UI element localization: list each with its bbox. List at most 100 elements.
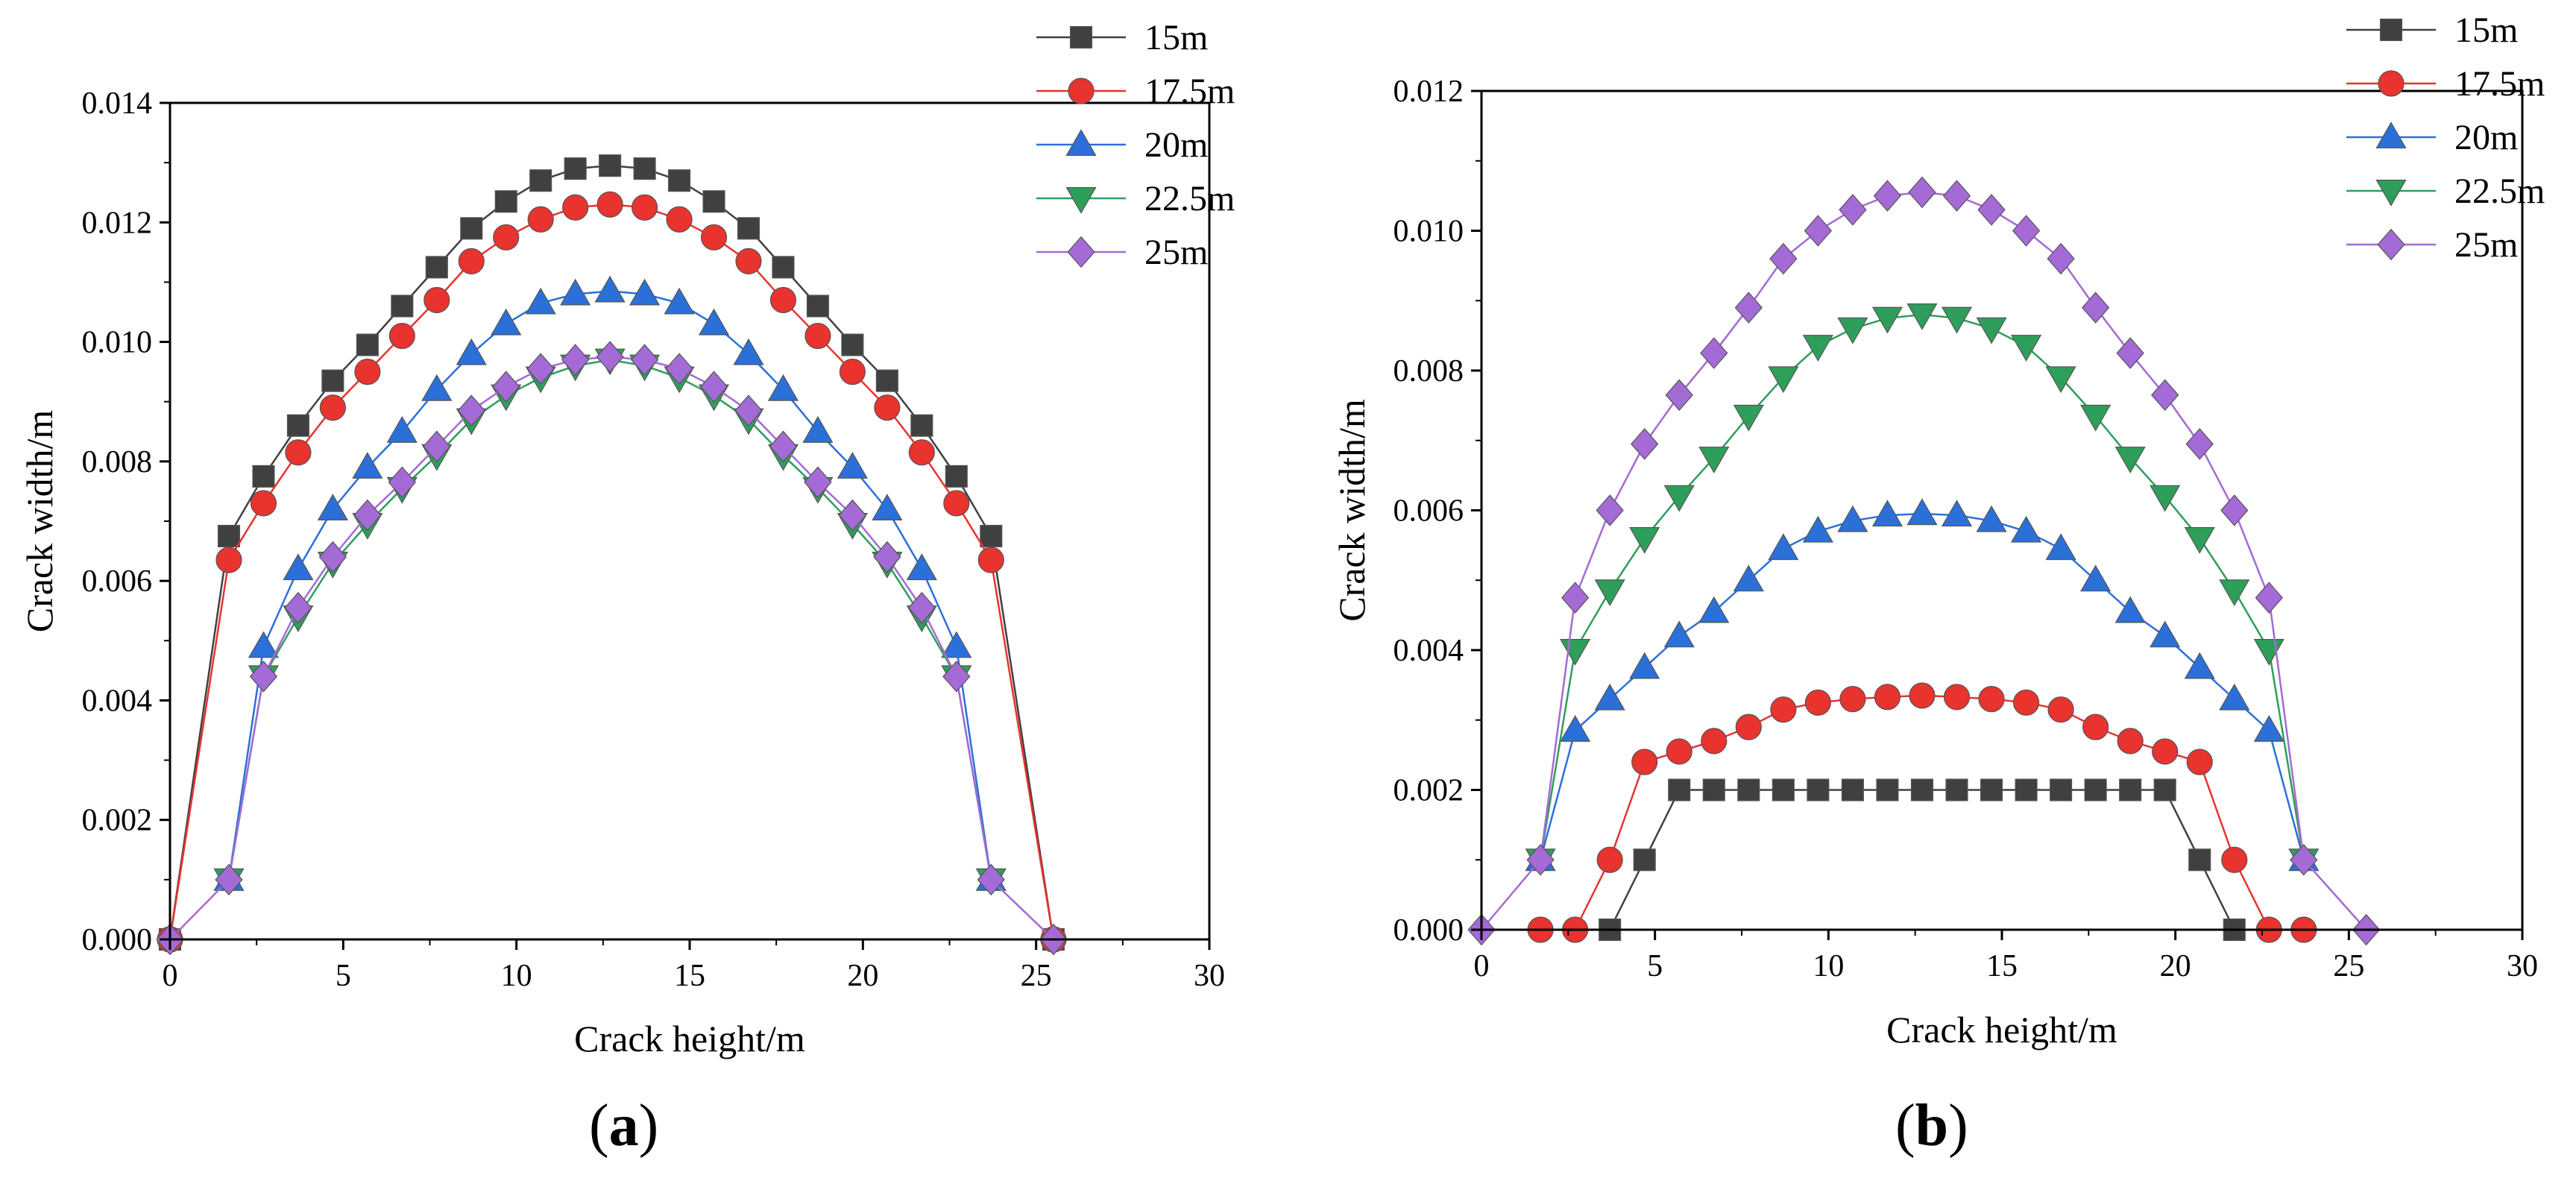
- chart-a-point-4-13: [630, 344, 659, 376]
- chart-a-point-1-16: [735, 248, 762, 274]
- chart-b-point-1-17: [2117, 728, 2144, 755]
- chart-a-point-0-1: [217, 524, 241, 548]
- chart-b-point-3-18: [2150, 485, 2181, 512]
- chart-b-point-1-13: [1978, 686, 2005, 713]
- chart-a-point-4-2: [249, 661, 278, 693]
- chart-b-point-4-22: [2255, 582, 2283, 614]
- caption-b: (b): [1895, 1093, 1968, 1159]
- chart-b-point-4-9: [1804, 215, 1833, 247]
- chart-a-point-0-5: [356, 333, 379, 356]
- chart-b-point-1-12: [1943, 684, 1971, 711]
- chart-b-point-2-2: [1594, 683, 1625, 711]
- chart-b-point-4-5: [1665, 379, 1693, 412]
- chart-b-point-0-14: [2084, 778, 2107, 801]
- chart-b-point-4-1: [1526, 843, 1555, 876]
- chart-b-point-2-6: [1733, 564, 1764, 592]
- chart-b-point-0-6: [1807, 778, 1830, 801]
- chart-a-point-0-17: [772, 256, 795, 279]
- chart-b-x-tick-label-6: 30: [2507, 949, 2538, 983]
- chart-a-x-tick-label-0: 0: [163, 959, 178, 993]
- chart-a-point-0-6: [391, 294, 414, 318]
- chart-a-point-2-17: [802, 416, 834, 443]
- chart-b-point-0-8: [1876, 778, 1899, 801]
- chart-b-point-0-1: [1633, 848, 1656, 872]
- chart-a-legend-marker-0: [1069, 25, 1093, 49]
- chart-b-point-2-3: [1629, 652, 1660, 679]
- chart-a-point-0-23: [980, 524, 1003, 548]
- chart-a-legend-label-1: 17.5m: [1144, 72, 1235, 111]
- chart-a-point-4-21: [907, 591, 936, 624]
- chart-a-point-0-7: [425, 256, 448, 279]
- chart-a-x-tick-label-3: 15: [674, 959, 705, 993]
- chart-a-point-4-14: [665, 353, 693, 385]
- chart-b-point-2-16: [2080, 564, 2111, 592]
- chart-a-point-1-3: [285, 439, 312, 466]
- chart-b-point-4-15: [2012, 215, 2041, 247]
- chart-a-point-4-11: [561, 344, 590, 376]
- chart-a-point-1-21: [908, 439, 935, 466]
- chart-b-point-3-5: [1698, 447, 1730, 473]
- chart-b-point-1-10: [1874, 684, 1901, 711]
- chart-a-x-tick-label-2: 10: [501, 959, 532, 993]
- chart-a-point-1-4: [319, 394, 346, 421]
- chart-b-legend-label-3: 22.5m: [2454, 171, 2545, 211]
- chart-b-point-2-13: [1976, 505, 2007, 532]
- chart-a-point-2-15: [733, 338, 764, 365]
- chart-a-point-1-22: [943, 490, 970, 517]
- chart-b-point-2-7: [1768, 533, 1799, 561]
- chart-b-point-2-4: [1663, 620, 1695, 648]
- chart-a-point-2-5: [386, 416, 418, 443]
- chart-a-point-1-7: [423, 286, 450, 314]
- chart-b-point-2-19: [2184, 652, 2215, 679]
- chart-b-point-1-5: [1701, 728, 1728, 755]
- chart-a-series-line-3: [227, 359, 992, 881]
- chart-b-legend-marker-2: [2375, 122, 2407, 149]
- chart-b-point-1-15: [2047, 696, 2074, 723]
- chart-b-legend-marker-4: [2377, 228, 2405, 261]
- chart-b-point-4-12: [1908, 176, 1936, 209]
- chart-b-point-1-2: [1596, 846, 1623, 873]
- chart-a-point-0-20: [875, 369, 898, 392]
- chart-a-point-1-23: [977, 547, 1004, 573]
- chart-b-point-3-15: [2045, 366, 2076, 394]
- chart-b-point-0-16: [2153, 778, 2176, 801]
- chart-b-point-0-11: [1980, 778, 2003, 801]
- chart-b-point-4-21: [2220, 494, 2249, 526]
- chart-b-legend-marker-0: [2379, 18, 2403, 42]
- chart-a-point-1-2: [250, 490, 277, 517]
- chart-b-point-0-9: [1910, 778, 1934, 801]
- caption-a-label: a: [608, 1093, 639, 1159]
- chart-b-point-0-3: [1702, 778, 1725, 801]
- chart-b-point-3-4: [1663, 485, 1695, 512]
- chart-b-point-1-8: [1804, 689, 1831, 716]
- chart-a-y-tick-label-2: 0.004: [82, 684, 153, 718]
- chart-b-x-tick-label-4: 20: [2160, 949, 2191, 983]
- chart-a-point-1-19: [839, 359, 866, 385]
- chart-a-point-1-10: [527, 206, 554, 233]
- chart-a-point-4-17: [769, 430, 798, 463]
- chart-a-point-4-7: [423, 430, 451, 463]
- chart-a-point-1-15: [700, 224, 728, 251]
- chart-b-point-3-19: [2184, 526, 2215, 554]
- chart-b-x-axis-label: Crack height/m: [1886, 1009, 2117, 1051]
- chart-b-point-0-15: [2119, 778, 2142, 801]
- chart-b-point-1-11: [1909, 682, 1936, 709]
- chart-panel-a: 0 5 10 15 20 25 30 0.000 0.002 0.004 0.006 0.008 0.0…: [0, 0, 1288, 1174]
- chart-b-legend-marker-1: [2378, 70, 2405, 97]
- chart-b-y-tick-label-5: 0.010: [1394, 215, 1464, 249]
- chart-b-y-tick-label-1: 0.002: [1394, 774, 1464, 808]
- chart-b-y-tick-label-6: 0.012: [1394, 75, 1464, 109]
- chart-a-point-1-8: [458, 248, 485, 274]
- chart-b-y-axis-label: Crack width/m: [1331, 399, 1373, 622]
- chart-b-point-4-4: [1631, 428, 1659, 460]
- chart-b-point-3-20: [2219, 579, 2250, 607]
- chart-b-series-line-3: [1539, 313, 2305, 860]
- chart-b-point-3-12: [1941, 306, 1973, 334]
- chart-b-point-4-23: [2290, 843, 2318, 876]
- chart-b-x-tick-label-3: 15: [1986, 949, 2018, 983]
- chart-b-point-4-20: [2185, 428, 2214, 460]
- chart-a-point-0-8: [460, 217, 483, 240]
- chart-b-point-2-17: [2114, 596, 2146, 623]
- chart-b-point-2-18: [2150, 620, 2181, 648]
- chart-a-point-0-13: [633, 157, 656, 180]
